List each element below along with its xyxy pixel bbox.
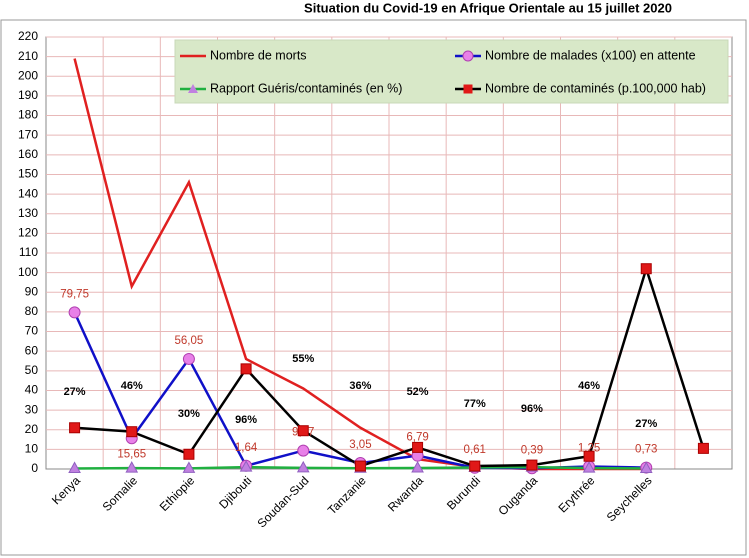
marker <box>126 426 138 438</box>
x-tick-label: Erythrée <box>555 473 597 515</box>
marker <box>411 460 424 473</box>
x-tick-label: Tanzanie <box>325 473 369 517</box>
data-label: 46% <box>578 380 600 392</box>
data-label: 96% <box>521 403 543 415</box>
x-tick-label: Ouganda <box>495 473 540 518</box>
chart-frame <box>0 19 747 556</box>
y-tick-label: 220 <box>18 29 38 43</box>
marker <box>297 425 309 437</box>
data-label: 0,73 <box>635 444 657 456</box>
y-tick-label: 40 <box>25 383 39 397</box>
x-tick-label: Ethiopie <box>157 473 198 514</box>
legend-box <box>174 39 729 104</box>
x-tick-label: Burundi <box>444 473 483 512</box>
marker <box>182 461 196 473</box>
data-label: 1,64 <box>235 442 258 454</box>
series-line <box>74 264 705 468</box>
marker <box>469 460 481 472</box>
y-tick-label: 50 <box>25 363 39 377</box>
data-label: 77% <box>464 398 486 410</box>
y-tick-label: 10 <box>25 442 39 456</box>
marker <box>239 460 253 472</box>
data-label: 55% <box>292 353 314 365</box>
data-label: 6,79 <box>406 432 428 444</box>
data-label: 96% <box>235 414 257 426</box>
marker <box>240 363 252 375</box>
y-tick-label: 100 <box>18 265 38 279</box>
marker <box>296 460 310 473</box>
data-label: 27% <box>635 418 657 430</box>
x-tick-label: Kenya <box>49 473 83 507</box>
marker <box>68 306 81 319</box>
y-tick-label: 0 <box>31 461 38 475</box>
data-label: 52% <box>407 386 429 398</box>
y-tick-label: 60 <box>25 343 39 357</box>
legend-label: Rapport Guéris/contaminés (en %) <box>210 81 402 95</box>
legend-marker <box>463 84 473 94</box>
marker <box>182 352 195 365</box>
marker <box>183 448 195 460</box>
data-label: 15,65 <box>117 448 146 460</box>
series-line <box>73 58 647 471</box>
data-label: 0,61 <box>464 444 486 456</box>
marker <box>639 461 653 473</box>
marker <box>69 422 81 434</box>
marker <box>125 461 139 473</box>
y-tick-label: 120 <box>18 226 38 240</box>
data-label: 0,39 <box>521 444 543 456</box>
y-tick-label: 30 <box>25 402 39 416</box>
marker <box>297 444 310 457</box>
y-tick-label: 190 <box>18 88 38 102</box>
y-tick-label: 90 <box>25 284 39 298</box>
y-tick-label: 180 <box>18 108 38 122</box>
marker <box>68 461 81 473</box>
data-label: 3,05 <box>349 439 371 451</box>
x-tick-label: Rwanda <box>385 473 426 514</box>
y-tick-label: 160 <box>18 147 38 161</box>
y-tick-label: 140 <box>18 186 38 200</box>
y-tick-label: 210 <box>18 49 38 63</box>
x-tick-label: Soudan-Sud <box>255 473 312 530</box>
legend-marker <box>188 84 198 93</box>
y-tick-label: 20 <box>25 422 39 436</box>
x-tick-label: Somalie <box>100 473 141 514</box>
y-tick-label: 150 <box>18 167 38 181</box>
x-tick-label: Djibouti <box>216 473 254 511</box>
chart-title: Situation du Covid-19 en Afrique Orienta… <box>304 0 672 15</box>
legend-label: Nombre de malades (x100) en attente <box>485 48 696 62</box>
marker <box>640 263 652 275</box>
data-label: 36% <box>349 380 371 392</box>
marker <box>583 450 595 462</box>
legend-marker <box>462 50 474 62</box>
legend-label: Nombre de morts <box>210 48 307 62</box>
x-tick-label: Seychelles <box>604 473 655 524</box>
y-tick-label: 70 <box>25 324 39 338</box>
y-tick-label: 130 <box>18 206 38 220</box>
data-label: 79,75 <box>60 288 89 300</box>
legend: Nombre de morts Nombre de malades (x100) … <box>174 39 729 104</box>
data-label: 46% <box>121 380 143 392</box>
data-label: 27% <box>64 386 86 398</box>
data-label: 56,05 <box>175 335 204 347</box>
data-label: 1,25 <box>578 443 600 455</box>
legend-label: Nombre de contaminés (p.100,000 hab) <box>485 81 706 95</box>
marker <box>412 441 424 453</box>
y-tick-label: 170 <box>18 127 38 141</box>
y-tick-label: 110 <box>19 245 38 259</box>
y-tick-label: 80 <box>25 304 39 318</box>
marker <box>526 459 538 471</box>
marker <box>582 461 596 473</box>
data-label: 30% <box>178 408 200 420</box>
marker <box>354 460 366 472</box>
y-tick-label: 200 <box>18 68 38 82</box>
marker <box>697 442 709 454</box>
